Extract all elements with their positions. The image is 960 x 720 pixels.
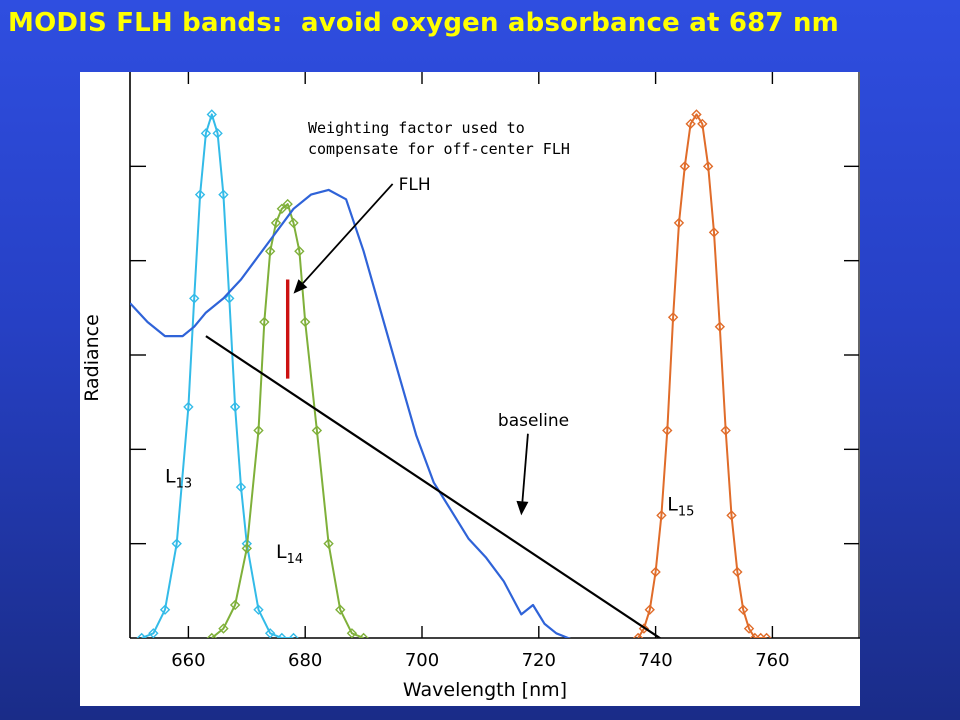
marker-l13-0 bbox=[136, 632, 147, 638]
marker-l13-5 bbox=[189, 293, 200, 304]
band-label-main: L bbox=[276, 541, 287, 563]
marker-l13-7 bbox=[200, 128, 212, 139]
slide-title: MODIS FLH bands: avoid oxygen absorbance… bbox=[8, 8, 839, 38]
series-line-l15 bbox=[637, 113, 767, 638]
x-tick-label-760: 760 bbox=[755, 650, 789, 671]
chart-svg: 660 680 700 720 740 760 FLHbaselineL13L14L15 … bbox=[81, 72, 860, 701]
marker-l14-7 bbox=[270, 217, 282, 229]
series-line-l13 bbox=[141, 113, 294, 638]
marker-l15-14 bbox=[714, 321, 726, 332]
band-label-l13: L13 bbox=[165, 465, 192, 491]
marker-l15-15 bbox=[720, 425, 731, 436]
arrow-line-flh bbox=[302, 183, 394, 284]
marker-l14-11 bbox=[294, 246, 305, 257]
band-label-main: L bbox=[667, 494, 678, 516]
marker-l15-9 bbox=[685, 118, 696, 130]
marker-l14-13 bbox=[311, 425, 323, 436]
marker-l13-8 bbox=[206, 109, 217, 120]
marker-l15-11 bbox=[697, 118, 708, 130]
marker-l14-1 bbox=[218, 623, 229, 634]
band-label-sub: 13 bbox=[176, 476, 193, 491]
series-line-radiance bbox=[130, 188, 571, 638]
marker-l15-10 bbox=[691, 109, 702, 120]
marker-l15-2 bbox=[644, 604, 655, 615]
marker-l15-12 bbox=[702, 161, 714, 172]
marker-l14-12 bbox=[300, 316, 311, 328]
x-tick-labels: 660 680 700 720 740 760 bbox=[171, 650, 789, 671]
marker-l13-18 bbox=[288, 632, 299, 638]
marker-l14-14 bbox=[323, 538, 334, 549]
marker-l13-6 bbox=[194, 189, 206, 200]
x-tick-label-700: 700 bbox=[405, 650, 439, 671]
x-tick-label-720: 720 bbox=[522, 650, 556, 671]
band-label-l15: L15 bbox=[667, 494, 694, 520]
marker-l14-9 bbox=[282, 198, 293, 210]
marker-l15-13 bbox=[708, 227, 720, 238]
arrow-head-baseline bbox=[516, 500, 529, 516]
marker-l14-17 bbox=[358, 632, 369, 638]
series-group bbox=[130, 109, 772, 638]
marker-l13-4 bbox=[183, 401, 194, 413]
marker-l13-2 bbox=[159, 604, 171, 615]
marker-l15-6 bbox=[667, 312, 679, 323]
marker-l13-9 bbox=[212, 128, 223, 139]
marker-l13-17 bbox=[276, 632, 288, 638]
marker-l13-12 bbox=[229, 401, 241, 413]
baseline-line bbox=[205, 335, 662, 638]
marker-l14-16 bbox=[346, 628, 358, 638]
marker-l15-1 bbox=[638, 623, 650, 634]
marker-l15-4 bbox=[656, 510, 667, 521]
marker-l15-22 bbox=[761, 632, 772, 638]
marker-l15-17 bbox=[732, 566, 743, 578]
annotation-flh: FLH bbox=[399, 175, 431, 195]
marker-l13-10 bbox=[218, 189, 229, 200]
marker-l14-2 bbox=[229, 599, 241, 611]
marker-l14-5 bbox=[259, 316, 270, 328]
marker-l13-3 bbox=[171, 538, 182, 549]
marker-l15-5 bbox=[662, 425, 673, 436]
band-label-l14: L14 bbox=[276, 541, 303, 567]
marker-l15-16 bbox=[726, 510, 737, 521]
marker-l14-15 bbox=[335, 604, 346, 615]
x-tick-label-660: 660 bbox=[171, 650, 205, 671]
band-label-sub: 14 bbox=[287, 552, 304, 567]
arrow-head-flh bbox=[293, 279, 308, 294]
marker-l15-8 bbox=[679, 161, 690, 172]
marker-l14-10 bbox=[288, 217, 299, 229]
marker-l15-18 bbox=[738, 604, 749, 615]
marker-l15-3 bbox=[650, 566, 661, 578]
marker-l13-13 bbox=[235, 481, 247, 493]
series-line-l14 bbox=[211, 203, 364, 638]
weighting-factor-note: Weighting factor used to compensate for … bbox=[308, 119, 570, 158]
x-tick-label-680: 680 bbox=[288, 650, 322, 671]
band-label-main: L bbox=[165, 465, 176, 487]
marker-l13-15 bbox=[253, 604, 264, 615]
arrow-line-baseline bbox=[521, 433, 529, 502]
x-tick-label-740: 740 bbox=[638, 650, 672, 671]
marker-l15-0 bbox=[632, 632, 644, 638]
marker-l15-7 bbox=[673, 217, 685, 229]
annotation-baseline: baseline bbox=[498, 411, 569, 431]
x-axis-label: Wavelength [nm] bbox=[403, 679, 567, 701]
marker-l14-8 bbox=[276, 203, 288, 214]
marker-l14-3 bbox=[241, 543, 252, 554]
chart-panel: 660 680 700 720 740 760 FLH baseline L13 L14 L15 … bbox=[80, 72, 860, 706]
marker-l13-11 bbox=[224, 293, 235, 304]
marker-l14-4 bbox=[253, 425, 264, 436]
band-label-sub: 15 bbox=[678, 505, 695, 520]
marker-l14-6 bbox=[264, 246, 276, 257]
marker-l15-19 bbox=[743, 623, 755, 634]
y-axis-label: Radiance bbox=[81, 314, 103, 402]
marker-l14-0 bbox=[206, 632, 217, 638]
marker-l13-1 bbox=[148, 628, 159, 638]
marker-l13-16 bbox=[264, 628, 276, 638]
